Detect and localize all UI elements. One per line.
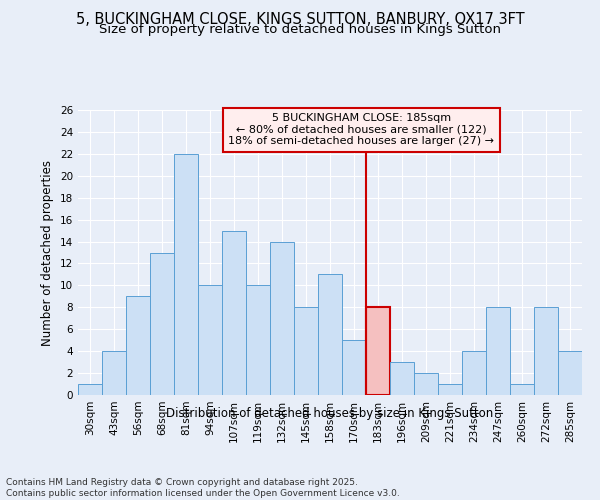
Text: 5, BUCKINGHAM CLOSE, KINGS SUTTON, BANBURY, OX17 3FT: 5, BUCKINGHAM CLOSE, KINGS SUTTON, BANBU…: [76, 12, 524, 28]
Bar: [270, 242, 294, 395]
Bar: [558, 351, 582, 395]
Bar: [246, 286, 270, 395]
Bar: [102, 351, 126, 395]
Bar: [342, 340, 366, 395]
Bar: [438, 384, 462, 395]
Bar: [486, 308, 510, 395]
Text: Size of property relative to detached houses in Kings Sutton: Size of property relative to detached ho…: [99, 22, 501, 36]
Bar: [318, 274, 342, 395]
Bar: [126, 296, 150, 395]
Bar: [150, 252, 174, 395]
Bar: [462, 351, 486, 395]
Y-axis label: Number of detached properties: Number of detached properties: [41, 160, 55, 346]
Bar: [366, 308, 390, 395]
Bar: [198, 286, 222, 395]
Bar: [534, 308, 558, 395]
Text: 5 BUCKINGHAM CLOSE: 185sqm
← 80% of detached houses are smaller (122)
18% of sem: 5 BUCKINGHAM CLOSE: 185sqm ← 80% of deta…: [228, 114, 494, 146]
Bar: [294, 308, 318, 395]
Bar: [174, 154, 198, 395]
Bar: [222, 230, 246, 395]
Bar: [414, 373, 438, 395]
Bar: [510, 384, 534, 395]
Bar: [78, 384, 102, 395]
Text: Contains HM Land Registry data © Crown copyright and database right 2025.
Contai: Contains HM Land Registry data © Crown c…: [6, 478, 400, 498]
Text: Distribution of detached houses by size in Kings Sutton: Distribution of detached houses by size …: [166, 408, 494, 420]
Bar: [390, 362, 414, 395]
